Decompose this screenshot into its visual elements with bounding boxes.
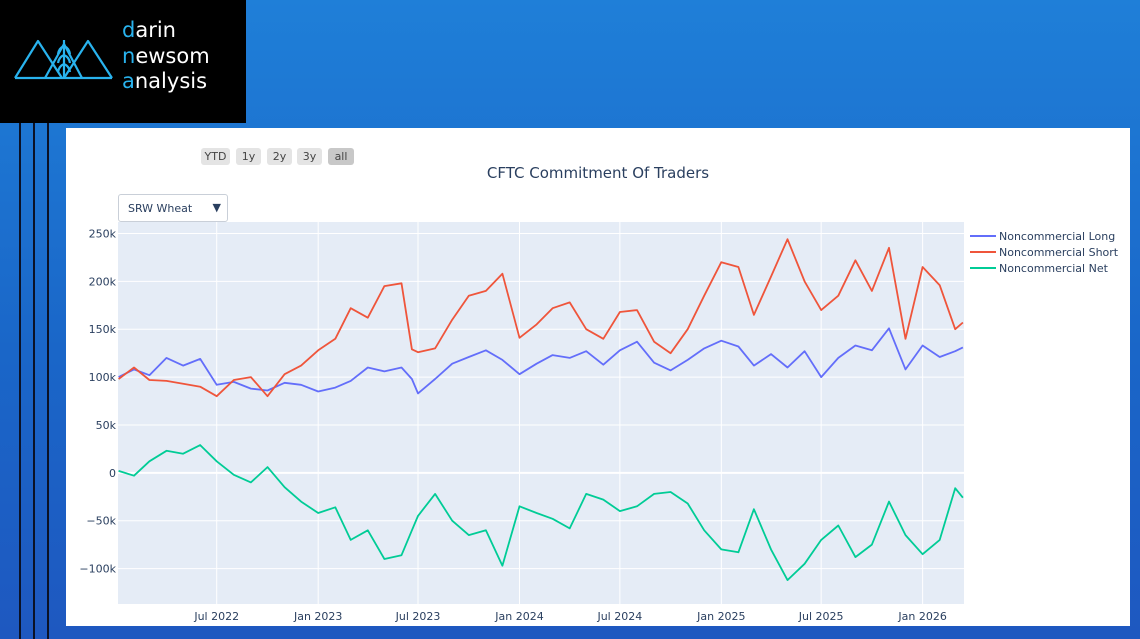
plot-background [118,222,964,604]
y-tick-label: 50k [96,419,117,432]
legend-label-2: Noncommercial Net [999,262,1109,275]
stripe [47,123,49,639]
logo-wordmark: darin newsom analysis [122,18,210,95]
logo-line-2: newsom [122,43,210,68]
series-line-1 [118,238,964,398]
series-line-2 [118,444,964,581]
y-tick-label: 150k [89,323,117,336]
range-button-all[interactable]: all [328,148,354,165]
decorative-stripes [0,123,66,639]
logo: darin newsom analysis [0,0,246,123]
y-tick-label: 250k [89,227,117,240]
x-tick-label: Jan 2023 [293,610,342,623]
x-tick-label: Jul 2023 [395,610,441,623]
x-tick-label: Jan 2026 [897,610,946,623]
logo-line-1: darin [122,18,176,42]
chart-svg[interactable]: Jul 2022 Jan 2023 Jul 2023 Jan 2024 Jul 2024… [66,128,1130,626]
y-tick-label: −100k [79,563,116,576]
legend-label-0: Noncommercial Long [999,230,1115,243]
mountain-wheat-icon [14,39,113,80]
logo-line-3: analysis [122,69,208,93]
chart-panel: YTD 1y 2y 3y all CFTC Commitment Of Trad… [66,128,1130,626]
stripe [33,123,35,639]
y-tick-label: 200k [89,275,117,288]
chart-title: CFTC Commitment Of Traders [486,164,710,182]
range-button-3y[interactable]: 3y [297,148,322,165]
y-tick-label: 0 [109,467,116,480]
commodity-dropdown[interactable]: SRW Wheat ▼ [118,194,228,222]
chevron-down-icon: ▼ [212,201,221,214]
stripe [19,123,21,639]
x-tick-label: Jul 2024 [596,610,642,623]
y-tick-label: −50k [86,515,116,528]
range-button-ytd[interactable]: YTD [201,148,230,165]
x-tick-label: Jul 2025 [798,610,844,623]
y-tick-label: 100k [89,371,117,384]
x-tick-label: Jan 2024 [494,610,543,623]
range-button-1y[interactable]: 1y [236,148,261,165]
x-tick-label: Jul 2022 [193,610,239,623]
legend-label-1: Noncommercial Short [999,246,1119,259]
x-tick-label: Jan 2025 [696,610,745,623]
dropdown-selected-label: SRW Wheat [128,202,193,215]
range-button-2y[interactable]: 2y [267,148,292,165]
